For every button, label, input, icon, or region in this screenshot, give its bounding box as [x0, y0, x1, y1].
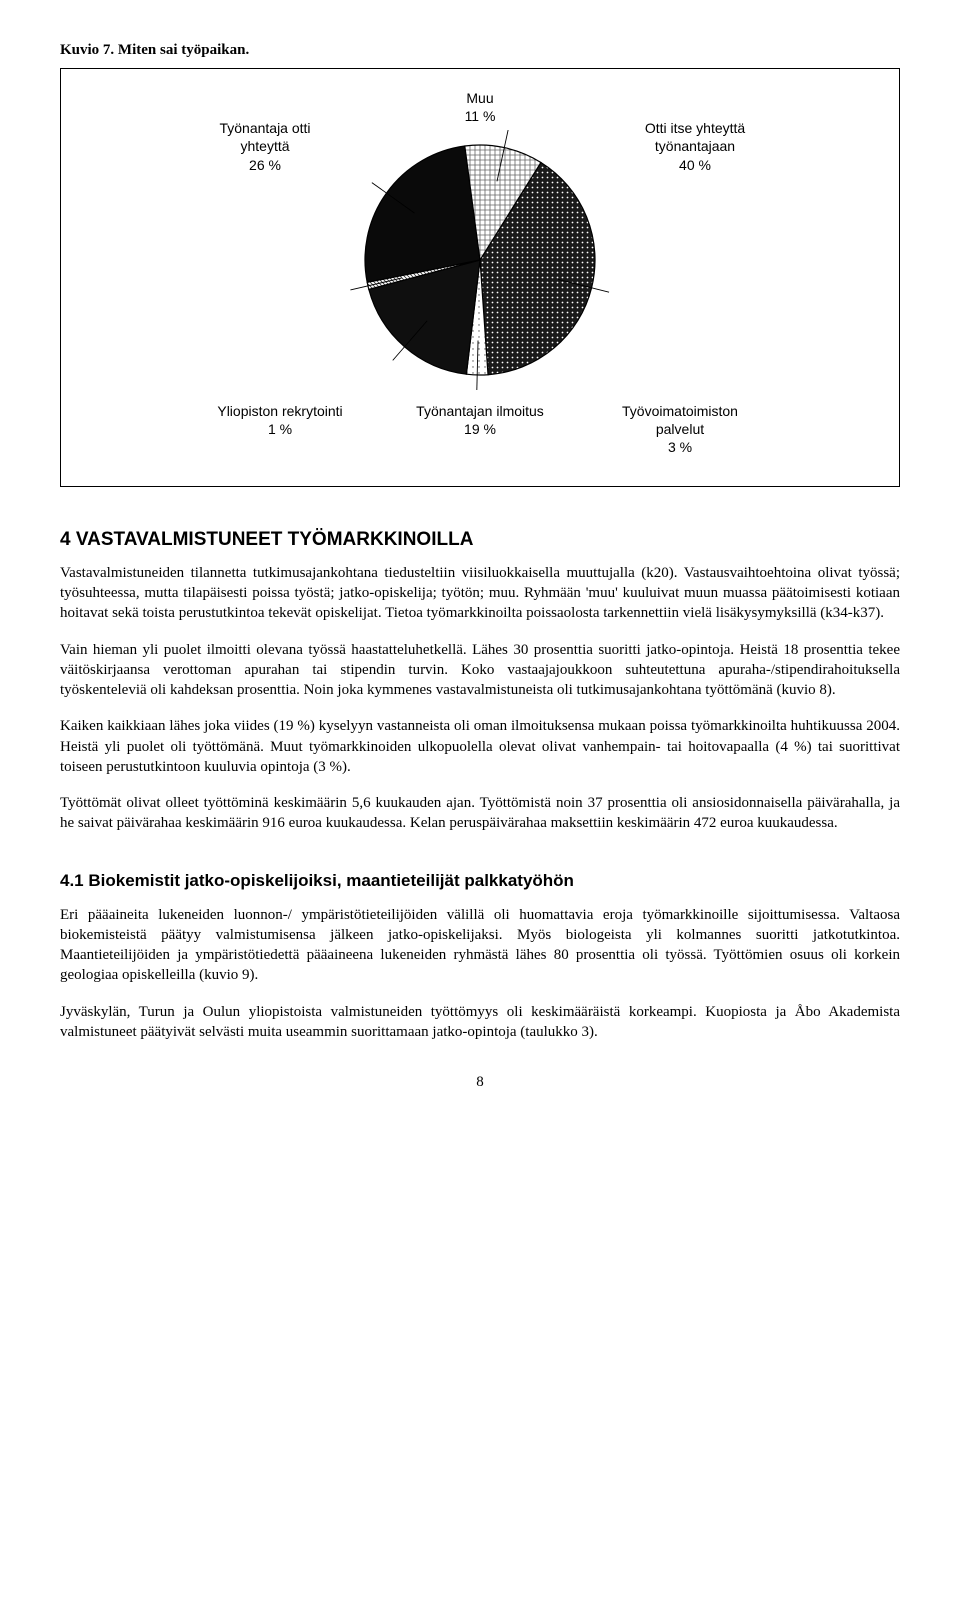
pie-slice	[365, 146, 480, 282]
paragraph: Työttömät olivat olleet työttöminä keski…	[60, 793, 900, 834]
pie-label-left: Työnantaja ottiyhteyttä26 %	[190, 119, 340, 174]
pie-chart-container: Työnantaja ottiyhteyttä26 % Muu11 %	[60, 68, 900, 487]
paragraph: Jyväskylän, Turun ja Oulun yliopistoista…	[60, 1002, 900, 1043]
figure-title: Kuvio 7. Miten sai työpaikan.	[60, 40, 900, 60]
page-number: 8	[60, 1072, 900, 1092]
pie-label-top: Muu11 %	[440, 89, 520, 125]
paragraph: Vain hieman yli puolet ilmoitti olevana …	[60, 640, 900, 701]
pie-label-bottom-mid: Työnantajan ilmoitus19 %	[395, 402, 565, 457]
paragraph: Kaiken kaikkiaan lähes joka viides (19 %…	[60, 716, 900, 777]
paragraph: Eri pääaineita lukeneiden luonnon-/ ympä…	[60, 905, 900, 986]
pie-label-bottom-right: Työvoimatoimistonpalvelut3 %	[595, 402, 765, 457]
pie-label-right: Otti itse yhteyttätyönantajaan40 %	[620, 119, 770, 174]
section-heading-main: 4 VASTAVALMISTUNEET TYÖMARKKINOILLA	[60, 527, 900, 553]
section-heading-sub: 4.1 Biokemistit jatko-opiskelijoiksi, ma…	[60, 870, 900, 893]
pie-label-bottom-left: Yliopiston rekrytointi1 %	[195, 402, 365, 457]
pie-chart	[350, 130, 610, 390]
paragraph: Vastavalmistuneiden tilannetta tutkimusa…	[60, 563, 900, 624]
